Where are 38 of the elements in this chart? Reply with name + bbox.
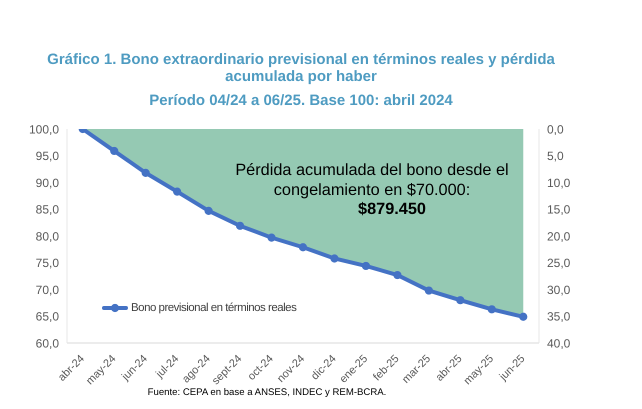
y-tick-label: 80,0	[36, 229, 60, 244]
chart-title: Gráfico 1. Bono extraordinario previsional en términos reales y pérdida acumulada por haber	[46, 51, 556, 85]
legend-label: Bono previsional en términos reales	[131, 302, 296, 314]
y2-tick-label: 30,0	[547, 282, 571, 297]
y-tick-label: 85,0	[36, 202, 60, 217]
point	[173, 187, 182, 196]
y2-tick-label: 5,0	[547, 149, 564, 164]
y2-tick-label: 10,0	[547, 176, 571, 190]
point	[142, 168, 150, 177]
point	[424, 286, 433, 295]
source-note: Fuente: CEPA en base a ANSES, INDEC y REM-BCRA.	[146, 387, 388, 399]
point	[456, 296, 464, 304]
y2-tick-label: 0,0	[547, 122, 564, 136]
point	[110, 146, 118, 156]
y-tick-label: 90,0	[36, 176, 60, 190]
point	[236, 222, 244, 230]
point	[488, 305, 496, 314]
y2-tick-label: 35,0	[547, 310, 571, 324]
y-tick-label: 100,0	[28, 122, 60, 136]
point	[393, 270, 402, 280]
y-tick-label: 65,0	[36, 310, 60, 324]
y-tick-label: 70,0	[36, 282, 60, 297]
point	[204, 206, 213, 215]
y2-tick-label: 25,0	[547, 256, 571, 270]
y-tick-label: 60,0	[36, 336, 60, 350]
y2-tick-label: 20,0	[547, 229, 571, 244]
chart-subtitle: Período 04/24 a 06/25. Base 100: abril 2024	[148, 92, 454, 109]
point	[330, 254, 339, 263]
point	[519, 312, 528, 321]
y2-tick-label: 15,0	[547, 202, 571, 217]
y-tick-label: 95,0	[36, 149, 60, 164]
annotation: $879.450	[357, 199, 427, 219]
point	[362, 262, 370, 270]
y2-tick-label: 40,0	[547, 336, 571, 350]
y-tick-label: 75,0	[36, 256, 60, 270]
point	[267, 234, 276, 242]
annotation: Pérdida acumulada del bono desde el congelamiento en $70.000:	[234, 160, 510, 200]
point	[298, 243, 308, 252]
